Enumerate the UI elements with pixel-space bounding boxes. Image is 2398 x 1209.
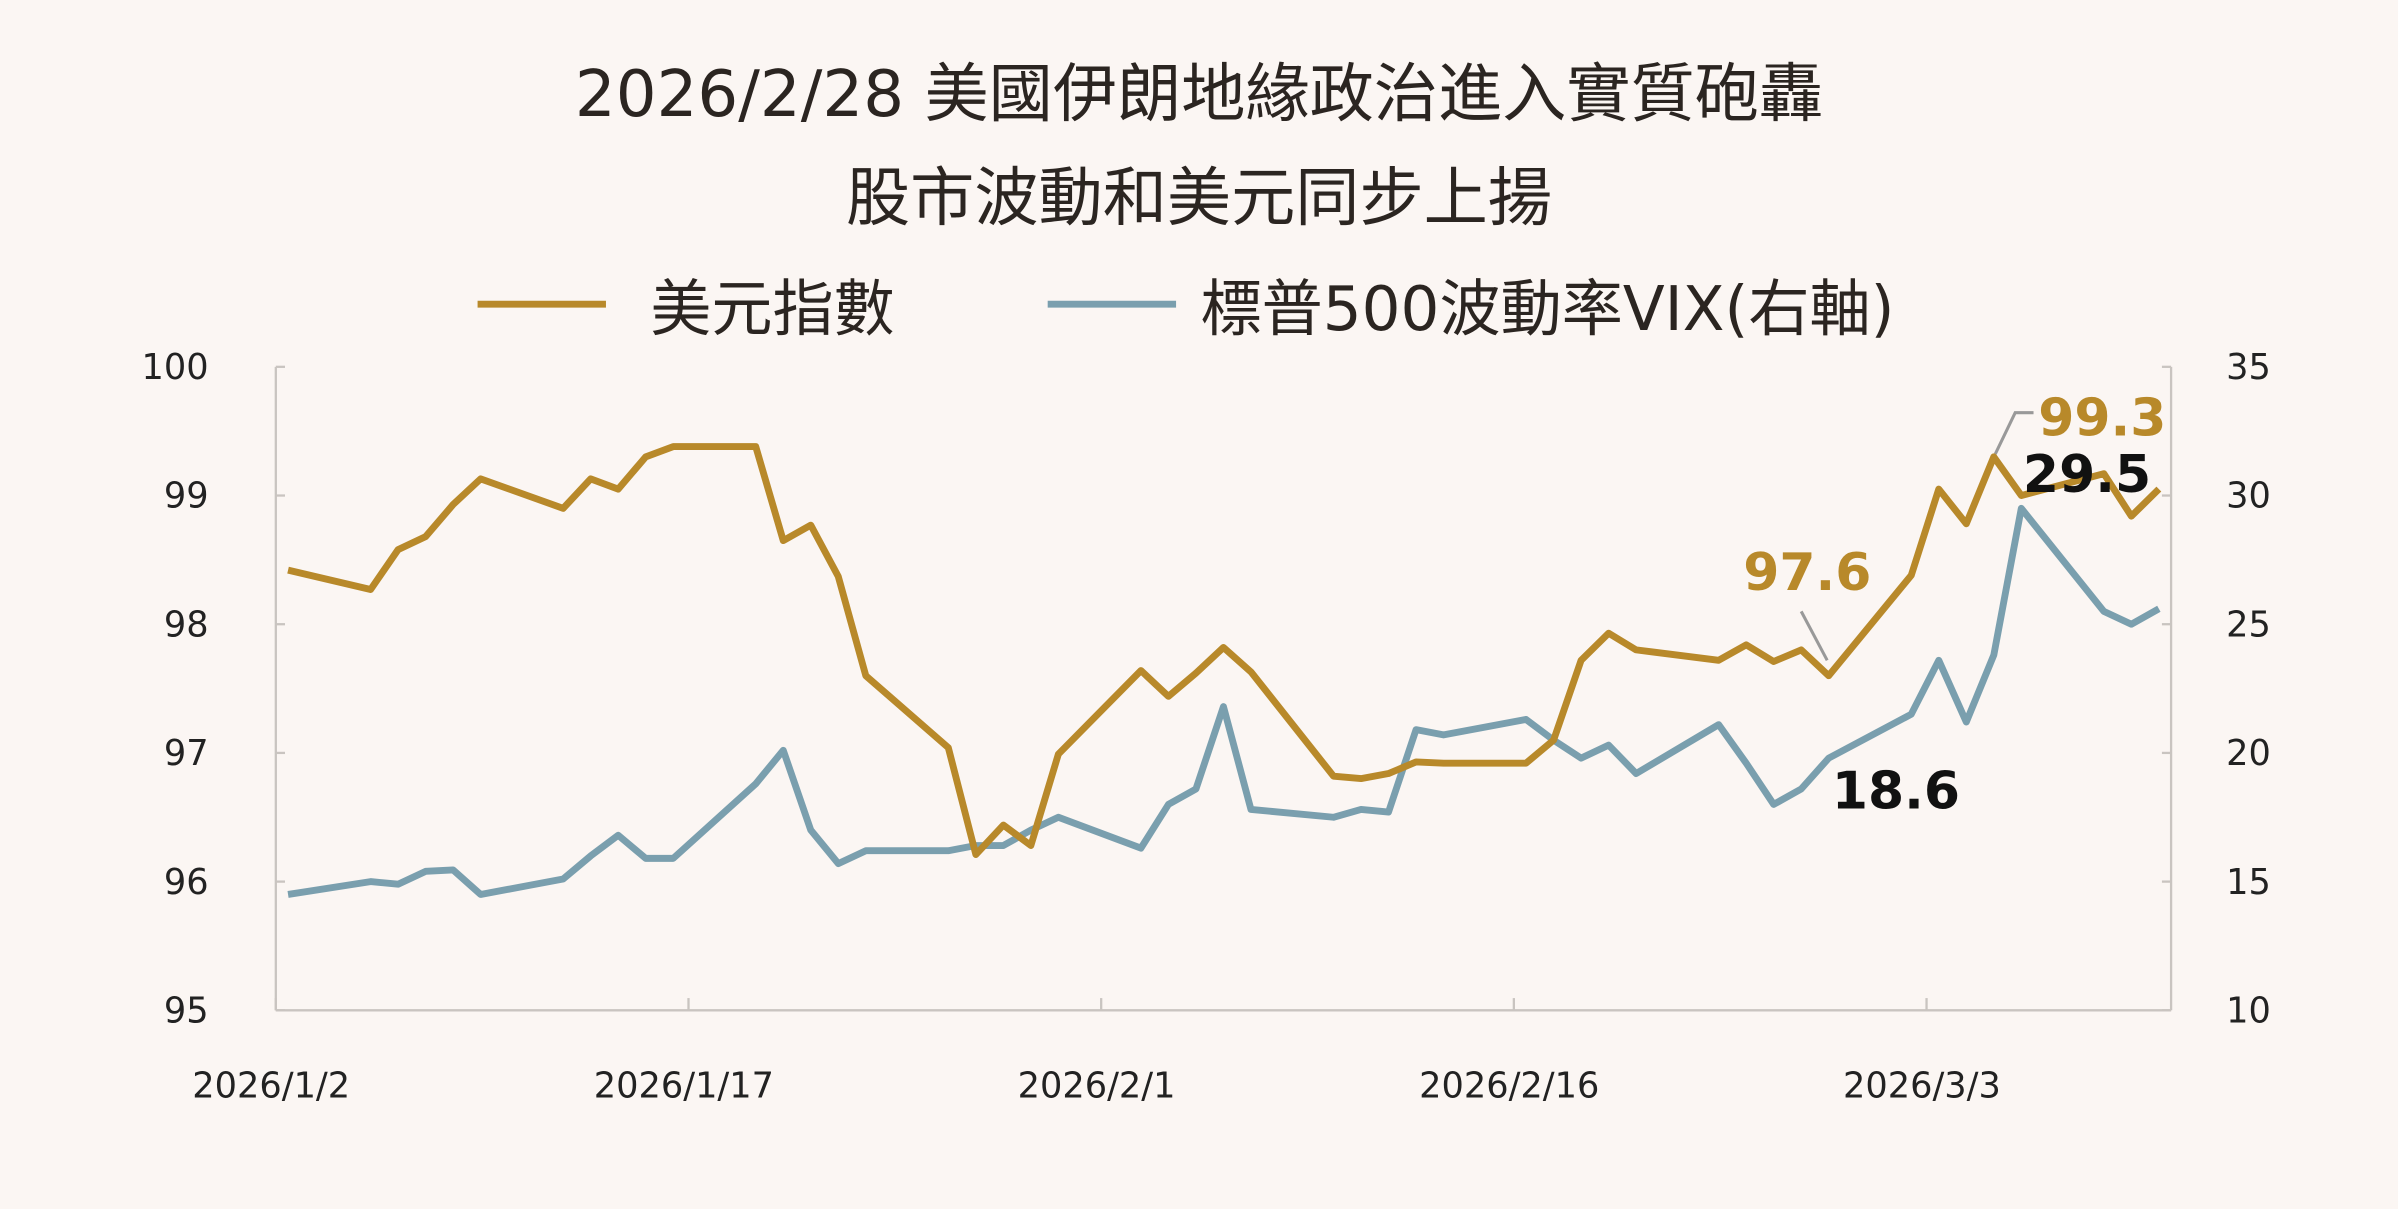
x-tick-label: 2026/3/3 <box>1843 1065 2001 1106</box>
y-tick-label: 99 <box>164 476 209 517</box>
legend-label: 標普500波動率VIX(右軸) <box>1201 274 1895 345</box>
annotation: 18.6 <box>1832 762 1960 822</box>
annotation: 97.6 <box>1743 543 1871 603</box>
legend-label: 美元指數 <box>650 274 895 345</box>
y-tick-label: 100 <box>141 347 208 388</box>
data-line <box>287 504 2161 898</box>
y-tick-label: 95 <box>164 991 209 1032</box>
leader-line <box>1799 610 1829 662</box>
data-line <box>287 443 2162 858</box>
chart-subtitle: 股市波動和美元同步上揚 <box>846 161 1552 236</box>
y-tick-label: 97 <box>164 733 209 774</box>
x-tick-label: 2026/2/16 <box>1419 1065 1599 1106</box>
y2-tick-label: 25 <box>2226 604 2271 645</box>
y2-tick-label: 30 <box>2226 476 2271 517</box>
leader-line <box>1993 411 2034 455</box>
y-tick-label: 96 <box>164 862 209 903</box>
y-tick-label: 98 <box>164 604 209 645</box>
y2-tick-label: 10 <box>2226 991 2271 1032</box>
y2-tick-label: 15 <box>2226 862 2271 903</box>
x-tick-label: 2026/1/2 <box>192 1065 350 1106</box>
chart-title: 2026/2/28 美國伊朗地緣政治進入實質砲轟 <box>575 57 1823 132</box>
annotation: 99.3 <box>2038 389 2166 449</box>
x-tick-label: 2026/1/17 <box>594 1065 774 1106</box>
y2-tick-label: 20 <box>2226 733 2271 774</box>
annotation: 29.5 <box>2023 445 2151 505</box>
x-tick-label: 2026/2/1 <box>1018 1065 1176 1106</box>
y2-tick-label: 35 <box>2226 347 2271 388</box>
